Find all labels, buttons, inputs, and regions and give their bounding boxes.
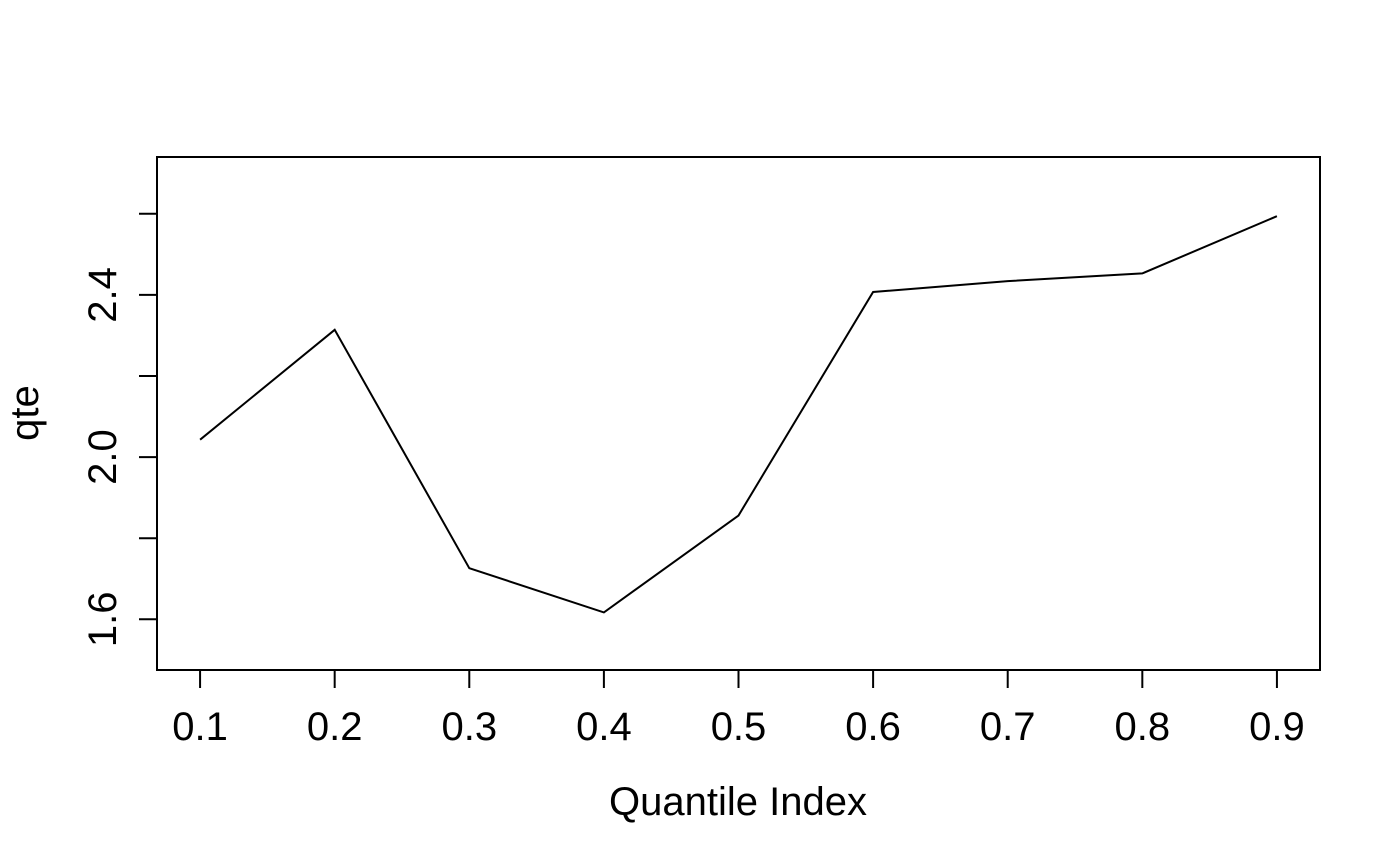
x-tick-label: 0.6 <box>845 705 901 749</box>
y-tick-label: 2.4 <box>81 267 125 323</box>
x-axis: 0.1 0.2 0.3 0.4 0.5 0.6 0.7 0.8 0.9 <box>172 669 1305 749</box>
x-axis-title: Quantile Index <box>609 780 867 824</box>
y-tick-label: 1.6 <box>81 592 125 648</box>
x-tick-label: 0.9 <box>1249 705 1305 749</box>
y-axis-title: qte <box>3 385 47 441</box>
x-tick-label: 0.2 <box>307 705 363 749</box>
y-axis: 1.6 2.0 2.4 <box>81 212 158 648</box>
x-tick-label: 0.5 <box>711 705 767 749</box>
x-tick-label: 0.1 <box>172 705 228 749</box>
x-tick-label: 0.8 <box>1115 705 1171 749</box>
x-tick-label: 0.3 <box>441 705 497 749</box>
series-layer <box>199 215 1278 614</box>
x-tick-label: 0.7 <box>980 705 1036 749</box>
y-tick-label: 2.0 <box>81 429 125 485</box>
x-tick-label: 0.4 <box>576 705 632 749</box>
